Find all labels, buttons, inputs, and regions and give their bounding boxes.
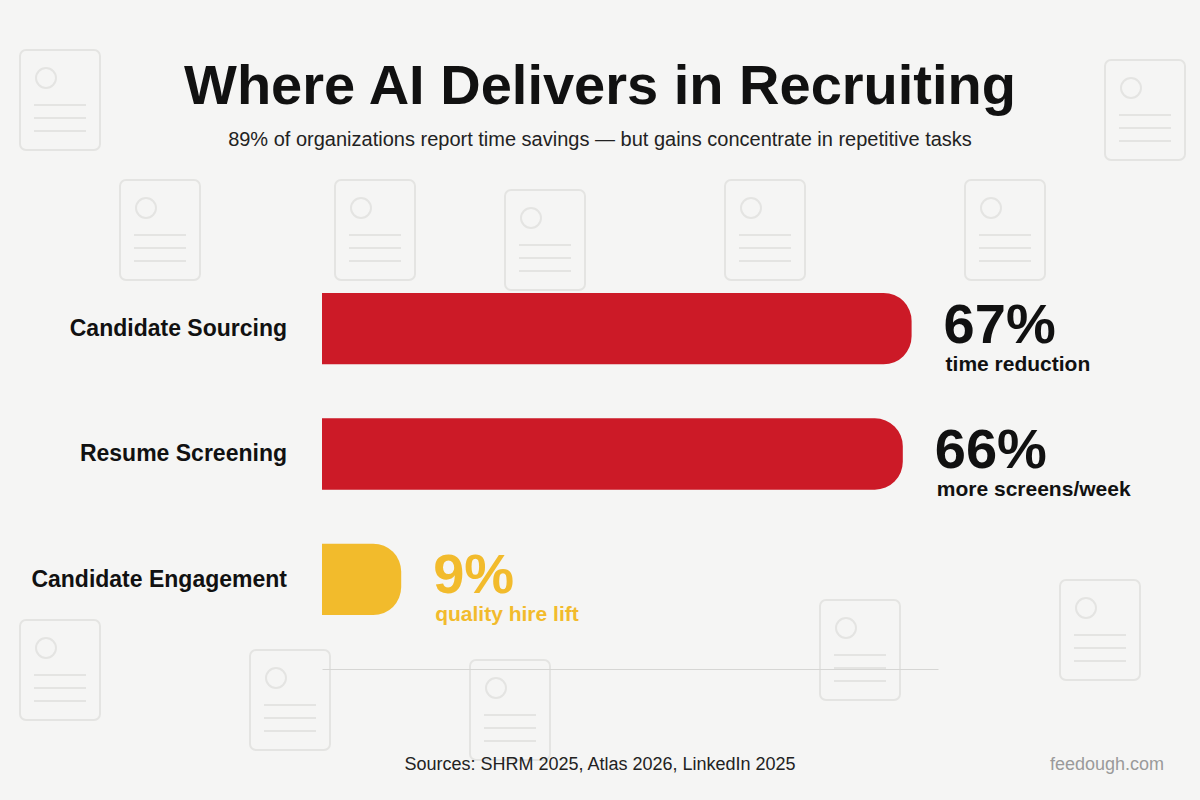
doc-icon: [820, 600, 900, 700]
doc-icon-line: [349, 260, 401, 262]
doc-icon-line: [1119, 127, 1171, 129]
title: Where AI Delivers in Recruiting: [184, 53, 1016, 116]
doc-icon: [965, 180, 1045, 280]
doc-icon-line: [519, 244, 571, 246]
value-annotation: more screens/week: [937, 477, 1131, 500]
doc-icon-head: [36, 638, 56, 658]
doc-icon-line: [134, 247, 186, 249]
doc-icon-line: [739, 260, 791, 262]
doc-icon-head: [136, 198, 156, 218]
source: Sources: SHRM 2025, Atlas 2026, LinkedIn…: [404, 754, 795, 774]
bars: [322, 293, 912, 615]
doc-icon-frame: [20, 620, 100, 720]
doc-icon-head: [981, 198, 1001, 218]
doc-icon-line: [739, 247, 791, 249]
doc-icon: [1060, 580, 1140, 680]
doc-icon-line: [34, 687, 86, 689]
doc-icon: [335, 180, 415, 280]
credit: feedough.com: [1050, 754, 1164, 774]
doc-icon-frame: [470, 660, 550, 760]
doc-icon: [505, 190, 585, 290]
doc-icon-frame: [965, 180, 1045, 280]
doc-icon-frame: [20, 50, 100, 150]
doc-icon-line: [1119, 140, 1171, 142]
doc-icon-head: [836, 618, 856, 638]
doc-icon-frame: [725, 180, 805, 280]
doc-icon-line: [484, 740, 536, 742]
subtitle: 89% of organizations report time savings…: [228, 128, 972, 150]
doc-icon-line: [349, 247, 401, 249]
doc-icon-head: [351, 198, 371, 218]
bar: [322, 293, 912, 364]
doc-icon: [120, 180, 200, 280]
doc-icon-head: [741, 198, 761, 218]
doc-icon-head: [36, 68, 56, 88]
doc-icon-line: [34, 117, 86, 119]
doc-icon-line: [979, 260, 1031, 262]
doc-icon: [1105, 60, 1185, 160]
doc-icon-frame: [250, 650, 330, 750]
doc-icon: [725, 180, 805, 280]
category-label: Resume Screening: [80, 440, 287, 466]
doc-icon-line: [834, 667, 886, 669]
background: [0, 0, 1200, 800]
decoration: [20, 50, 1185, 760]
doc-icon-line: [264, 730, 316, 732]
doc-icon-line: [349, 234, 401, 236]
doc-icon-line: [519, 270, 571, 272]
doc-icon-head: [1076, 598, 1096, 618]
doc-icon-line: [979, 234, 1031, 236]
doc-icon-line: [264, 704, 316, 706]
doc-icon-head: [486, 678, 506, 698]
doc-icon-frame: [335, 180, 415, 280]
value-label: 66%: [935, 417, 1047, 480]
value-label: 67%: [944, 292, 1056, 355]
doc-icon-line: [1074, 660, 1126, 662]
x-axis: [323, 669, 939, 670]
doc-icon-line: [484, 714, 536, 716]
chart: Where AI Delivers in Recruiting 89% of or…: [0, 0, 1200, 800]
doc-icon-line: [34, 130, 86, 132]
y-tick: Candidate Engagement: [31, 566, 287, 592]
doc-icon-line: [739, 234, 791, 236]
category-label: Candidate Sourcing: [70, 315, 287, 341]
doc-icon-line: [1119, 114, 1171, 116]
category-label: Candidate Engagement: [31, 566, 287, 592]
doc-icon-line: [134, 260, 186, 262]
doc-icon-line: [34, 674, 86, 676]
doc-icon-frame: [120, 180, 200, 280]
doc-icon-line: [34, 104, 86, 106]
value-annotation: quality hire lift: [435, 602, 579, 625]
doc-icon-line: [264, 717, 316, 719]
doc-icon: [250, 650, 330, 750]
doc-icon-line: [484, 727, 536, 729]
y-axis: Candidate Sourcing Resume Screening Candid…: [31, 315, 287, 592]
doc-icon-frame: [1060, 580, 1140, 680]
doc-icon-frame: [820, 600, 900, 700]
doc-icon-line: [134, 234, 186, 236]
doc-icon: [20, 50, 100, 150]
x-axis-line: [323, 669, 939, 670]
doc-icon-line: [519, 257, 571, 259]
doc-icon-head: [521, 208, 541, 228]
bar: [322, 418, 903, 489]
doc-icon-frame: [1105, 60, 1185, 160]
value-label: 9%: [433, 542, 514, 605]
doc-icon-line: [34, 700, 86, 702]
bar: [322, 544, 401, 615]
data-labels: 67%time reduction 66%more screens/week 9%q…: [433, 292, 1131, 626]
doc-icon-line: [1074, 634, 1126, 636]
doc-icon-line: [1074, 647, 1126, 649]
y-tick: Resume Screening: [80, 440, 287, 466]
doc-icon-frame: [505, 190, 585, 290]
doc-icon-line: [834, 654, 886, 656]
doc-icon-line: [834, 680, 886, 682]
value-annotation: time reduction: [946, 352, 1091, 375]
y-tick: Candidate Sourcing: [70, 315, 287, 341]
doc-icon: [20, 620, 100, 720]
doc-icon-head: [266, 668, 286, 688]
doc-icon-head: [1121, 78, 1141, 98]
doc-icon: [470, 660, 550, 760]
doc-icon-line: [979, 247, 1031, 249]
